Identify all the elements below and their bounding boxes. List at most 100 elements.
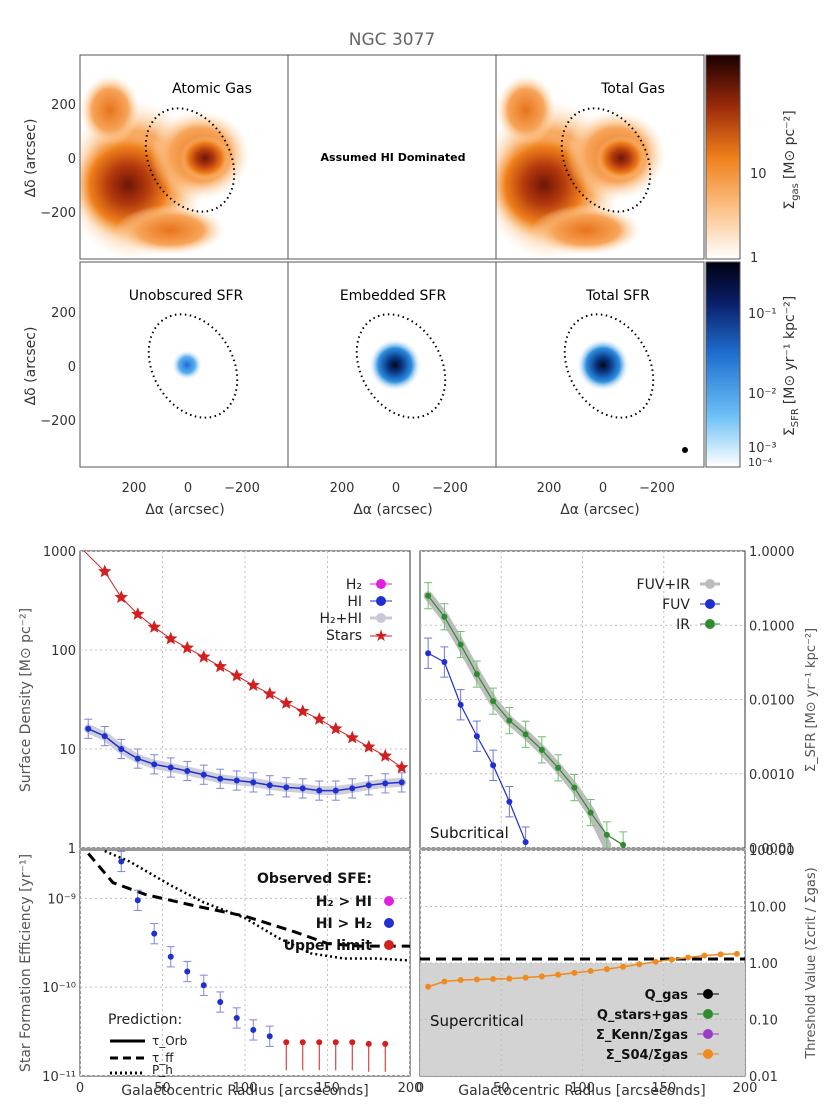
legend-label: Q_stars+gas (597, 1008, 688, 1023)
data-point-s04 (587, 968, 594, 975)
data-point-fuv (522, 839, 529, 846)
ytick-label: 10⁻¹¹ (42, 1070, 76, 1085)
legend-label: FUV+IR (637, 577, 691, 593)
data-point-stars (312, 712, 326, 725)
ylabel-surface-density: Surface Density [M⊙ pc⁻²] (18, 608, 34, 792)
data-point-hi (382, 780, 389, 787)
xtick-label: 100 (233, 1081, 258, 1096)
data-point-hi (332, 787, 339, 794)
ytick-label: 200 (51, 98, 76, 113)
data-point-stars (230, 668, 244, 682)
colorbar-label: Σgas [M⊙ pc⁻²] (782, 110, 801, 209)
map-xlabel: Δα (arcsec) (353, 502, 433, 518)
prediction-label: P_h (152, 1063, 173, 1077)
data-point-s04 (652, 958, 659, 965)
data-point-hi (200, 771, 207, 778)
ytick-label: 0.1000 (749, 619, 795, 634)
map-xlabel: Δα (arcsec) (145, 502, 225, 518)
data-point-hi (250, 779, 257, 786)
ytick-label: −200 (40, 414, 76, 429)
region-label-supercritical: Supercritical (430, 1012, 524, 1030)
ytick-label: 10⁻¹⁰ (42, 981, 76, 996)
data-point-upper-limit (365, 1040, 372, 1047)
map-unobscured-sfr (80, 262, 288, 467)
xtick-label: 200 (733, 1081, 758, 1096)
data-point-stars (279, 696, 293, 709)
xtick-label: 200 (330, 481, 355, 496)
legend-label: HI > H₂ (316, 916, 372, 932)
region-label-subcritical: Subcritical (430, 824, 509, 842)
legend-label: Stars (326, 628, 362, 644)
data-point-stars (395, 760, 409, 774)
data-point-s04 (668, 956, 675, 963)
data-point-s04 (685, 954, 692, 961)
colorbar-tick: 10⁻³ (748, 441, 777, 456)
colorbar-gas: 10 1 Σgas [M⊙ pc⁻²] (705, 54, 801, 266)
data-point-fuv (441, 658, 448, 665)
panel-label-embedded-sfr: Embedded SFR (340, 288, 447, 304)
data-point-stars (213, 659, 227, 673)
ytick-label: 0.10 (749, 1014, 778, 1029)
aperture-ellipse (144, 107, 236, 213)
legend-marker-upper-limit (384, 940, 394, 950)
data-point-hi (151, 761, 158, 768)
map-total-sfr (496, 262, 704, 467)
prediction-line-tff (87, 852, 410, 948)
map-embedded-sfr (288, 262, 496, 467)
colorbar-tick: 10⁻² (748, 387, 777, 402)
data-point-stars (263, 686, 277, 700)
data-point-hi (398, 779, 405, 786)
ytick-label: 10⁻⁹ (47, 892, 76, 907)
data-point-s04 (620, 963, 627, 970)
data-point-stars (147, 620, 161, 633)
panel-label-total-gas: Total Gas (600, 81, 665, 97)
legend-sfr-density: FUV+IR FUV IR (637, 577, 720, 633)
xtick-label: 50 (493, 1081, 510, 1096)
ytick-label: 1 (68, 842, 76, 857)
map-axes: 200 0 −200 200 0 −200 Δδ (arcsec) Δδ (ar… (23, 98, 675, 518)
map-xlabel: Δα (arcsec) (560, 502, 640, 518)
panel-label-total-sfr: Total SFR (585, 288, 650, 304)
legend-marker-h2-gt-hi (384, 896, 394, 906)
data-point-s04 (603, 966, 610, 973)
data-point-ir (490, 698, 497, 705)
ytick-label: 1.00 (749, 957, 778, 972)
data-point-s04 (490, 976, 497, 983)
data-point-sfe-hi (167, 953, 174, 960)
ytick-label: 0.0001 (749, 842, 795, 857)
series-band-fuvir (423, 591, 612, 848)
data-point-hi (316, 787, 323, 794)
data-point-stars (98, 564, 112, 578)
xtick-label: 0 (416, 1081, 424, 1096)
colorbar-label-units: [M⊙ pc⁻²] (782, 110, 798, 179)
data-point-s04 (733, 950, 740, 957)
xtick-label: −200 (432, 481, 468, 496)
colorbar-label-sub: gas (790, 183, 801, 201)
ytick-label: 0.0010 (749, 768, 795, 783)
map-total-gas (496, 55, 704, 259)
data-point-upper-limit (349, 1039, 356, 1046)
data-point-fuv (473, 733, 480, 740)
data-point-ir (425, 592, 432, 599)
ytick-label: 0 (68, 152, 76, 167)
legend-threshold: Q_gas Q_stars+gas Σ_Kenn/Σgas Σ_S04/Σgas (596, 988, 719, 1063)
data-point-s04 (717, 951, 724, 958)
data-point-stars (180, 640, 194, 654)
ylabel-threshold: Threshold Value (Σcrit / Σgas) (804, 867, 819, 1059)
xtick-label: 200 (537, 481, 562, 496)
legend-label: Σ_Kenn/Σgas (596, 1028, 688, 1043)
data-point-stars (131, 607, 145, 620)
panel-label-assumed-hi: Assumed HI Dominated (321, 151, 466, 164)
data-point-fuv (457, 701, 464, 708)
ytick-label: 100.00 (749, 844, 795, 859)
data-point-fuv (490, 762, 497, 769)
data-point-sfe-hi (233, 1014, 240, 1021)
legend-label: H₂ > HI (316, 894, 372, 910)
ytick-label: 0.01 (749, 1070, 778, 1085)
legend-marker-hi-gt-h2 (384, 918, 394, 928)
data-point-stars (296, 704, 310, 717)
data-point-hi (299, 785, 306, 792)
data-point-hi (101, 733, 108, 740)
ytick-label: 1.0000 (749, 545, 795, 560)
